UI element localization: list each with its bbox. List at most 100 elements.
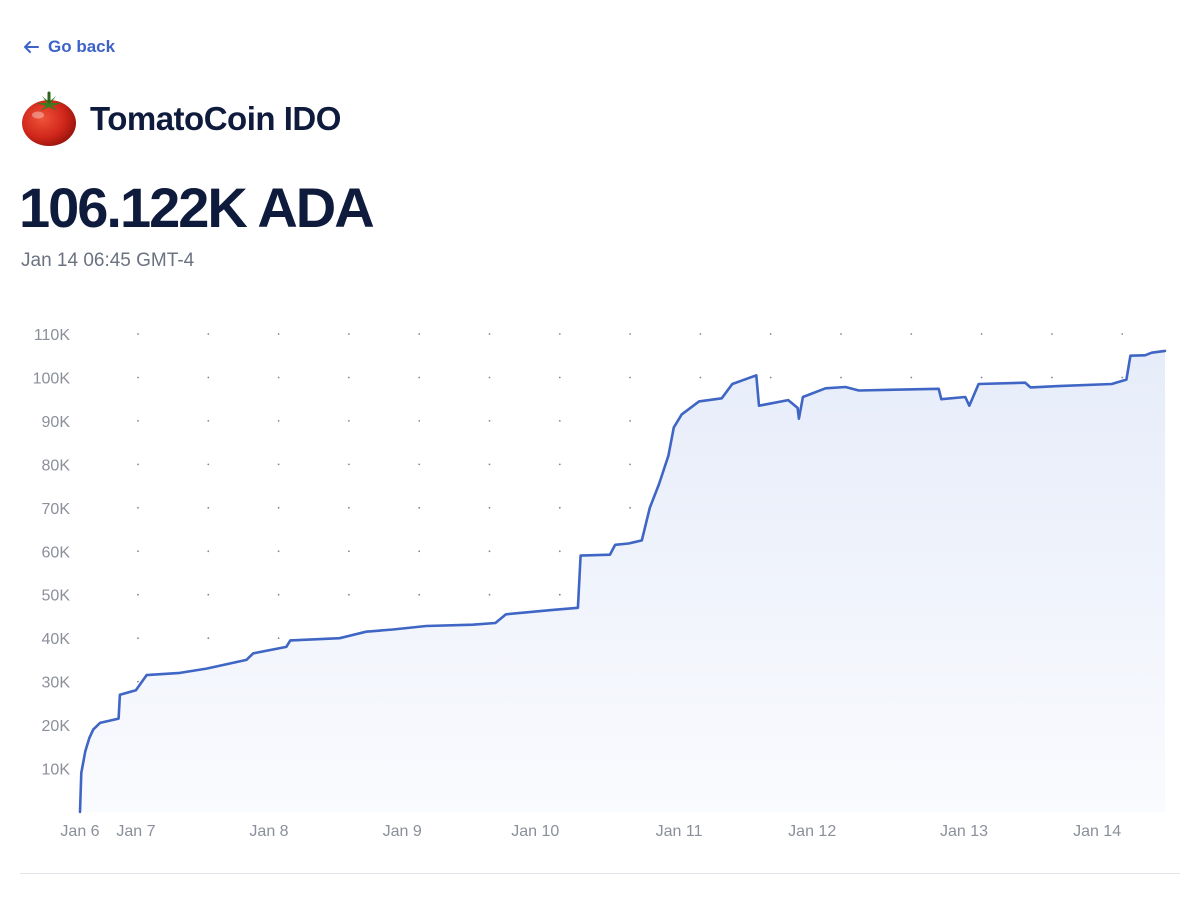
page-title: TomatoCoin IDO	[90, 100, 341, 137]
grid-dot	[1051, 333, 1053, 335]
grid-dot	[207, 637, 210, 640]
value-timestamp: Jan 14 06:45 GMT-4	[21, 250, 195, 271]
grid-dot	[558, 550, 561, 553]
grid-dot	[207, 593, 210, 596]
y-tick-label: 110K	[34, 327, 71, 344]
grid-dot	[277, 420, 280, 422]
grid-dot	[277, 506, 280, 509]
x-tick-label: Jan 9	[383, 823, 422, 840]
grid-dot	[558, 376, 561, 379]
y-tick-label: 60K	[42, 544, 71, 561]
grid-dot	[277, 376, 280, 379]
grid-dot	[629, 376, 631, 379]
grid-dot	[277, 333, 280, 335]
x-tick-label: Jan 7	[116, 823, 155, 840]
grid-dot	[840, 333, 842, 335]
go-back-label: Go back	[48, 37, 116, 56]
grid-dot	[488, 463, 491, 466]
grid-dot	[910, 376, 913, 379]
chart-area	[80, 350, 1165, 812]
grid-dot	[418, 376, 421, 379]
grid-dot	[348, 593, 350, 596]
y-tick-label: 40K	[42, 631, 71, 648]
y-tick-label: 30K	[42, 675, 71, 692]
grid-dot	[348, 376, 350, 379]
grid-dot	[207, 550, 210, 553]
y-tick-label: 80K	[42, 457, 71, 474]
y-tick-label: 50K	[42, 588, 71, 605]
grid-dot	[488, 550, 491, 553]
grid-dot	[137, 680, 139, 683]
grid-dot	[348, 420, 350, 422]
total-value: 106.122K ADA	[19, 176, 375, 239]
grid-dot	[207, 506, 210, 509]
grid-dot	[1121, 333, 1124, 335]
grid-dot	[137, 420, 139, 422]
y-axis: 10K 20K 30K 40K 50K 60K 70K 80K 90K 100K 110K	[33, 327, 71, 779]
grid-dot	[629, 420, 631, 422]
y-tick-label: 90K	[42, 414, 71, 431]
grid-dot	[418, 593, 421, 596]
grid-dot	[488, 376, 491, 379]
grid-dot	[137, 463, 139, 466]
series-area-fill	[80, 350, 1165, 812]
go-back-link[interactable]: Go back	[22, 33, 115, 61]
x-tick-label: Jan 10	[511, 823, 559, 840]
grid-dot	[277, 593, 280, 596]
grid-dot	[980, 333, 983, 335]
grid-dot	[699, 333, 702, 335]
y-tick-label: 10K	[42, 762, 71, 779]
x-tick-label: Jan 11	[656, 823, 703, 840]
grid-dot	[137, 550, 139, 553]
grid-dot	[137, 376, 139, 379]
grid-dot	[277, 637, 280, 640]
grid-dot	[769, 333, 772, 335]
grid-dot	[840, 376, 842, 379]
grid-dot	[277, 550, 280, 553]
tomato-icon	[20, 90, 78, 148]
grid-dot	[137, 637, 139, 640]
page-header: TomatoCoin IDO	[20, 90, 341, 148]
grid-dot	[348, 333, 350, 335]
y-tick-label: 20K	[42, 718, 71, 735]
grid-dot	[348, 550, 350, 553]
grid-dot	[137, 593, 139, 596]
grid-dot	[629, 506, 631, 509]
grid-dot	[558, 593, 561, 596]
grid-dot	[980, 376, 983, 379]
grid-dot	[348, 506, 350, 509]
grid-dot	[629, 463, 631, 466]
grid-dot	[488, 506, 491, 509]
grid-dot	[207, 376, 210, 379]
grid-dot	[348, 463, 350, 466]
grid-dot	[488, 420, 491, 422]
y-tick-label: 100K	[33, 371, 71, 388]
x-tick-label: Jan 12	[788, 823, 836, 840]
grid-dot	[137, 333, 139, 335]
grid-dot	[207, 420, 210, 422]
grid-dot	[910, 333, 913, 335]
grid-dot	[1121, 376, 1124, 379]
grid-dot	[137, 506, 139, 509]
series-line	[78, 349, 1167, 814]
grid-dot	[207, 463, 210, 466]
arrow-left-icon	[22, 40, 40, 54]
grid-dot	[629, 333, 631, 335]
grid-dot	[418, 463, 421, 466]
grid-dot	[558, 420, 561, 422]
grid-dot	[207, 333, 210, 335]
x-tick-label: Jan 8	[249, 823, 288, 840]
x-tick-label: Jan 13	[940, 823, 988, 840]
bottom-divider	[20, 873, 1180, 874]
grid-dot	[488, 593, 491, 596]
grid-dot	[769, 376, 772, 379]
grid-dot	[418, 420, 421, 422]
grid-dot	[418, 506, 421, 509]
x-tick-label: Jan 6	[60, 823, 99, 840]
x-axis: Jan 6 Jan 7 Jan 8 Jan 9 Jan 10 Jan 11 Jan 12 Ja…	[60, 823, 1121, 840]
grid-dot	[699, 376, 702, 379]
grid-dot	[418, 550, 421, 553]
grid-dot	[558, 333, 561, 335]
grid-dot	[558, 463, 561, 466]
grid-dot	[558, 506, 561, 509]
